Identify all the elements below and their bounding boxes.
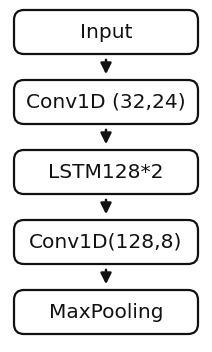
FancyBboxPatch shape [14,290,198,334]
Text: Conv1D (32,24): Conv1D (32,24) [26,93,186,112]
Text: Conv1D(128,8): Conv1D(128,8) [29,233,183,251]
FancyBboxPatch shape [14,10,198,54]
FancyBboxPatch shape [14,220,198,264]
Text: Input: Input [80,23,132,42]
FancyBboxPatch shape [14,80,198,124]
FancyBboxPatch shape [14,150,198,194]
Text: LSTM128*2: LSTM128*2 [48,163,164,182]
Text: MaxPooling: MaxPooling [49,302,163,321]
